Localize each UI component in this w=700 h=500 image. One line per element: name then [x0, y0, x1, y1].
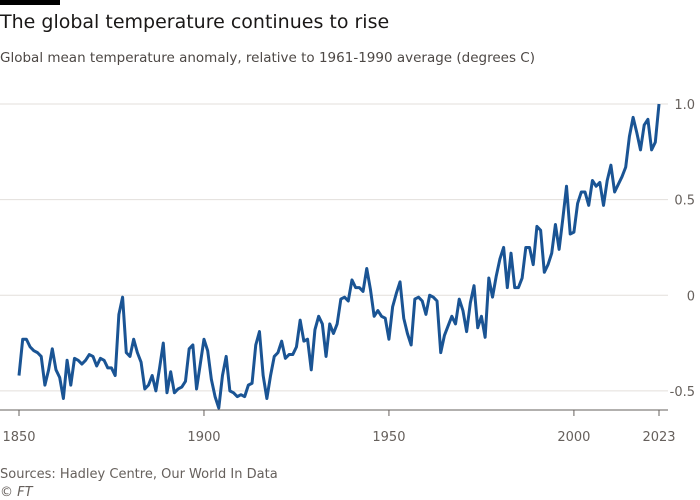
- x-tick-label: 2000: [557, 430, 590, 445]
- x-tick-label: 1900: [187, 430, 220, 445]
- chart-title: The global temperature continues to rise: [0, 11, 389, 33]
- y-tick-label: 0.5: [674, 194, 695, 209]
- credit: © FT: [0, 485, 34, 500]
- x-tick-label: 1850: [2, 430, 35, 445]
- y-tick-label: 0: [687, 289, 695, 304]
- series-line: [17, 103, 661, 410]
- x-tick-label: 2023: [642, 430, 675, 445]
- y-tick-label: 1.0: [674, 98, 695, 113]
- chart-subtitle: Global mean temperature anomaly, relativ…: [0, 50, 535, 66]
- y-tick-label: -0.5: [670, 385, 695, 400]
- source: Sources: Hadley Centre, Our World In Dat…: [0, 467, 278, 482]
- brand-bar: [0, 0, 60, 5]
- x-tick-label: 1950: [372, 430, 405, 445]
